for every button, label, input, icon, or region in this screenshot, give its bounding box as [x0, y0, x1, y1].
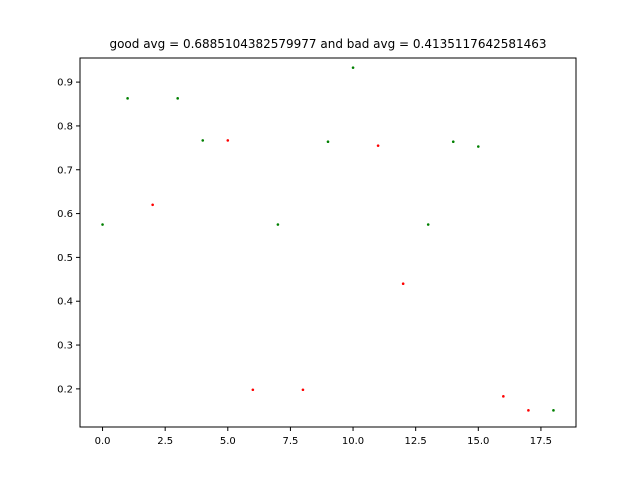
x-tick-label: 17.5	[530, 436, 552, 447]
data-point	[151, 203, 154, 207]
data-point	[451, 140, 455, 144]
data-point	[226, 139, 230, 142]
x-tick-label: 15.0	[467, 436, 489, 447]
x-tick-label: 12.5	[405, 436, 427, 447]
data-point	[376, 144, 380, 147]
y-tick-label: 0.3	[57, 341, 73, 352]
x-tick-label: 10.0	[342, 436, 364, 447]
data-point	[276, 223, 280, 226]
y-tick-label: 0.4	[57, 297, 73, 308]
y-tick-label: 0.7	[57, 165, 73, 176]
data-point	[527, 409, 530, 412]
data-point	[477, 145, 480, 148]
chart-title: good avg = 0.6885104382579977 and bad av…	[109, 37, 546, 51]
data-point	[326, 140, 330, 144]
data-point	[126, 97, 129, 100]
plot-area: 0.0 2.5 5.0 7.5 10.0 12.5 15.0 17.5 0.2 0.3 0.4 0.5…	[57, 57, 577, 447]
data-point	[552, 409, 555, 412]
data-point	[301, 388, 305, 392]
y-tick-label: 0.2	[57, 384, 73, 395]
x-tick-label: 7.5	[282, 436, 298, 447]
data-point	[101, 223, 104, 226]
data-point	[502, 395, 505, 398]
y-tick-label: 0.6	[57, 209, 73, 220]
data-point	[251, 388, 255, 392]
y-tick-label: 0.9	[57, 78, 73, 89]
data-point	[426, 223, 430, 226]
y-tick-label: 0.8	[57, 121, 73, 132]
y-tick-label: 0.5	[57, 253, 73, 264]
x-tick-label: 2.5	[157, 436, 173, 447]
axes-frame	[79, 57, 577, 428]
x-tick-label: 0.0	[95, 436, 111, 447]
data-point	[351, 66, 355, 69]
data-point	[176, 97, 179, 100]
x-tick-label: 5.0	[220, 436, 236, 447]
data-point	[401, 282, 405, 285]
data-point	[201, 139, 205, 142]
